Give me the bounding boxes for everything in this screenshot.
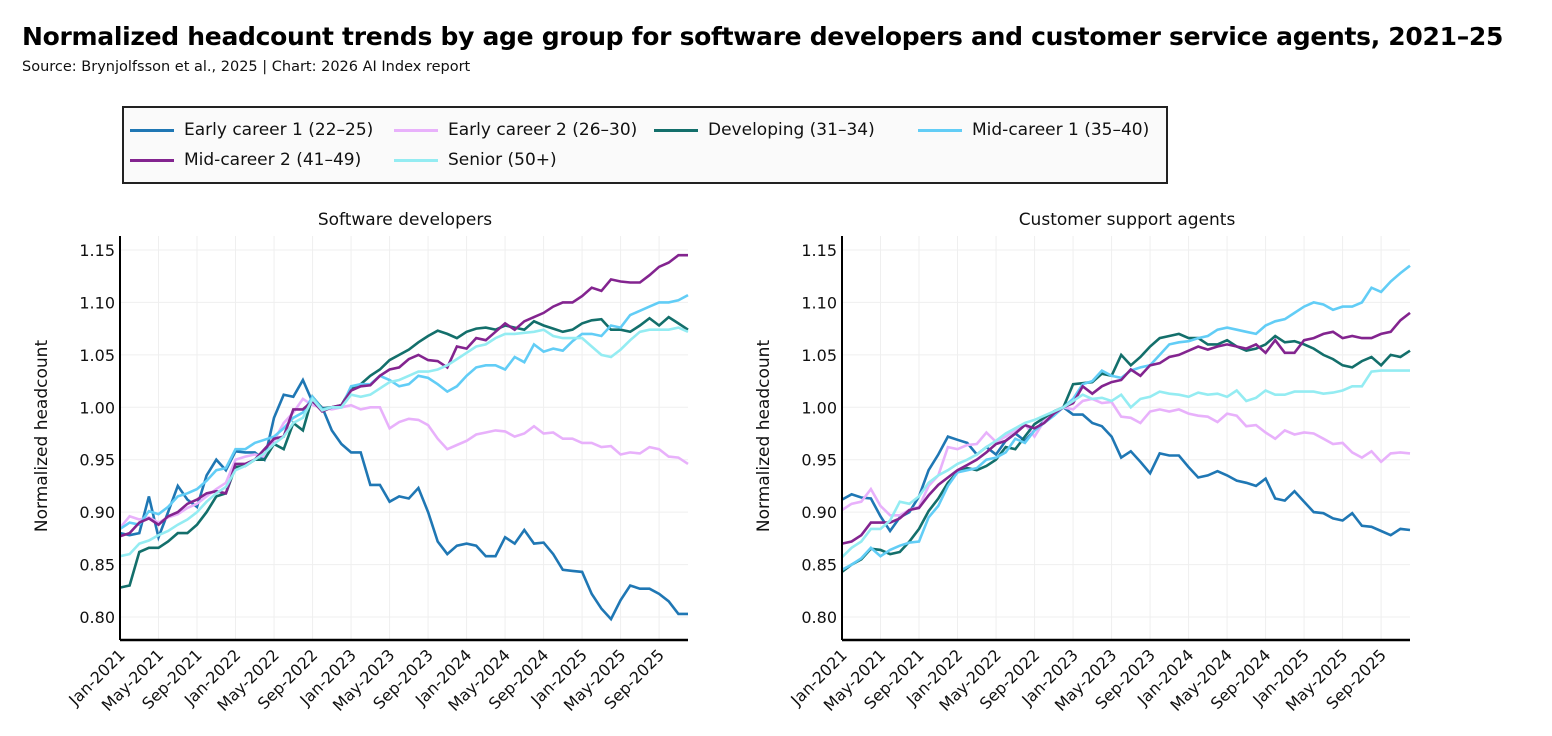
legend-swatch [394, 158, 438, 162]
legend-swatch [130, 128, 174, 132]
legend-label: Early career 1 (22–25) [184, 120, 374, 140]
y-tick-label: 1.15 [801, 241, 837, 260]
panel-customer-support-agents: Customer support agents Normalized headc… [754, 210, 1411, 715]
y-tick-label: 1.00 [79, 398, 115, 417]
legend-label: Early career 2 (26–30) [448, 120, 638, 140]
panel-title: Customer support agents [1019, 210, 1236, 230]
y-tick-label: 1.15 [79, 241, 115, 260]
series-line-mid-career-1-35-40 [119, 293, 689, 530]
series-line-mid-career-2-41-49 [841, 311, 1411, 545]
y-tick-label: 0.90 [79, 503, 115, 522]
legend-swatch [130, 158, 174, 162]
y-axis-title: Normalized headcount [754, 340, 774, 533]
grid [841, 236, 1410, 640]
series-line-early-career-1-22-25 [119, 377, 688, 622]
legend-swatch [918, 128, 962, 132]
y-tick-label: 0.95 [801, 451, 837, 470]
legend-item-mid-career-1: Mid-career 1 (35–40) [918, 120, 1149, 140]
y-tick-label: 1.10 [801, 293, 837, 312]
series-line-early-career-1-22-25 [841, 405, 1411, 537]
series-line-senior-50 [119, 326, 689, 558]
legend-label: Mid-career 1 (35–40) [972, 120, 1150, 140]
chart-title: Normalized headcount trends by age group… [22, 22, 1504, 51]
legend-swatch [394, 128, 438, 132]
y-tick-label: 0.85 [801, 556, 837, 575]
legend-label: Mid-career 2 (41–49) [184, 150, 362, 170]
chart-source: Source: Brynjolfsson et al., 2025 | Char… [22, 59, 471, 75]
legend-item-mid-career-2: Mid-career 2 (41–49) [130, 150, 361, 170]
y-tick-label: 1.05 [801, 346, 837, 365]
legend: Early career 1 (22–25) Early career 2 (2… [122, 106, 1168, 184]
series-line-early-career-2-26-30 [118, 397, 689, 529]
y-tick-label: 0.90 [801, 503, 837, 522]
series-line-mid-career-2-41-49 [119, 253, 688, 538]
series-line-senior-50 [841, 369, 1410, 559]
legend-swatch [654, 128, 698, 132]
legend-item-early-career-2: Early career 2 (26–30) [394, 120, 637, 140]
grid [119, 236, 688, 640]
y-tick-label: 1.10 [79, 293, 115, 312]
y-tick-label: 0.80 [79, 608, 115, 627]
y-tick-label: 1.05 [79, 346, 115, 365]
y-tick-label: 0.85 [79, 556, 115, 575]
legend-label: Senior (50+) [448, 150, 557, 170]
y-tick-label: 1.00 [801, 398, 837, 417]
y-tick-label: 0.95 [79, 451, 115, 470]
panel-title: Software developers [318, 210, 492, 230]
legend-label: Developing (31–34) [708, 120, 875, 140]
y-axis-title: Normalized headcount [32, 340, 52, 533]
y-tick-label: 0.80 [801, 608, 837, 627]
legend-item-developing: Developing (31–34) [654, 120, 875, 140]
series-line-developing-31-34 [119, 315, 689, 589]
panel-software-developers: Software developers Normalized headcount… [32, 210, 689, 715]
series-line-developing-31-34 [841, 332, 1411, 573]
legend-item-early-career-1: Early career 1 (22–25) [130, 120, 373, 140]
legend-item-senior: Senior (50+) [394, 150, 557, 170]
